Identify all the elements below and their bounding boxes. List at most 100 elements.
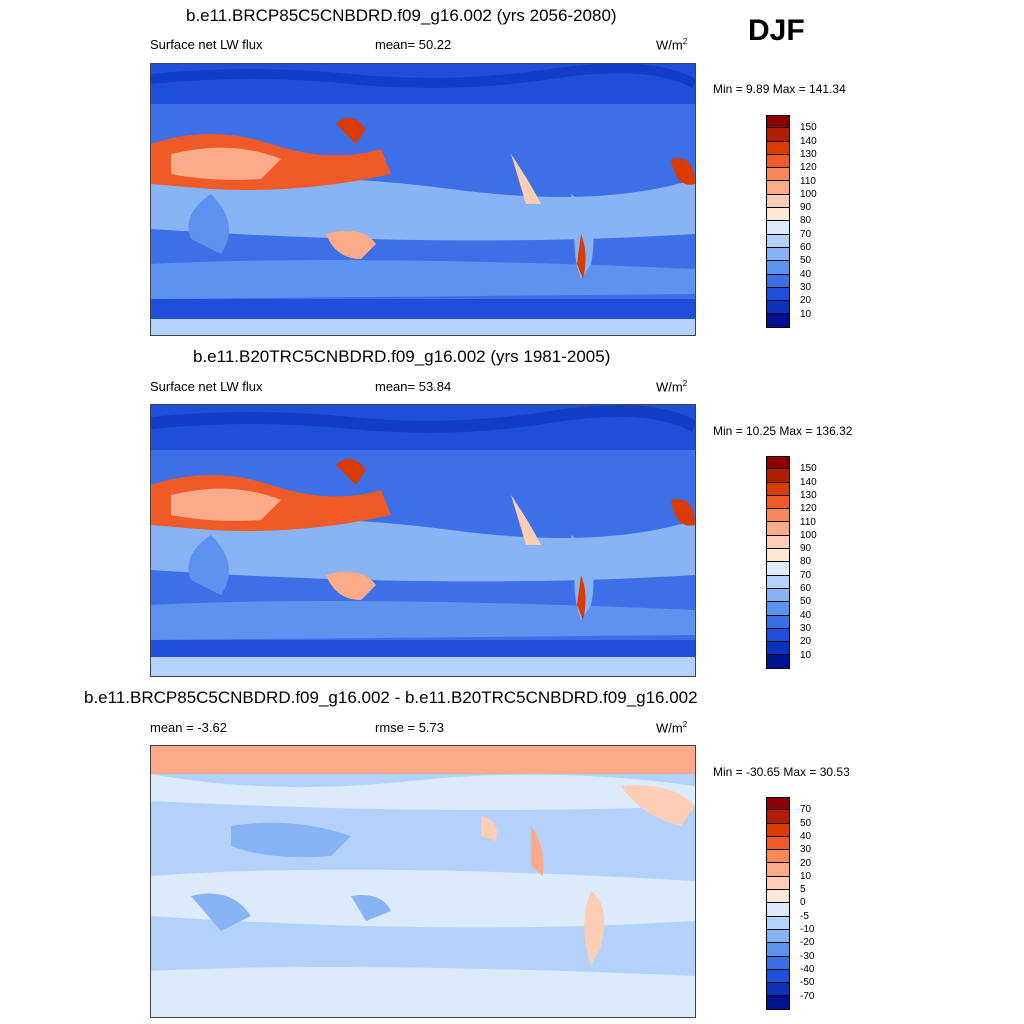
colorbar-tick-label: -30 <box>800 950 815 962</box>
panel-2-title: b.e11.B20TRC5CNBDRD.f09_g16.002 (yrs 198… <box>193 347 611 366</box>
colorbar-swatch <box>766 181 790 195</box>
panel-2-variable-label: Surface net LW flux <box>150 379 263 394</box>
colorbar-swatch <box>766 194 790 209</box>
season-label: DJF <box>748 14 805 47</box>
colorbar-swatch <box>766 261 790 275</box>
colorbar-swatch <box>766 615 790 629</box>
colorbar-tick-label: 70 <box>800 569 812 581</box>
colorbar-swatch <box>766 314 790 328</box>
colorbar-tick-label: 20 <box>800 857 812 869</box>
panel-2-units: W/m2 <box>656 379 688 395</box>
colorbar-tick-label: -50 <box>800 977 815 989</box>
colorbar-swatch <box>766 876 790 891</box>
colorbar-swatch <box>766 234 790 248</box>
colorbar-swatch <box>766 642 790 656</box>
colorbar-swatch <box>766 208 790 222</box>
colorbar-tick-label: 150 <box>800 122 817 134</box>
colorbar-swatch <box>766 890 790 904</box>
colorbar-swatch <box>766 810 790 824</box>
colorbar-swatch <box>766 903 790 917</box>
colorbar-swatch <box>766 482 790 496</box>
colorbar-swatch <box>766 850 790 864</box>
colorbar-swatch <box>766 141 790 155</box>
colorbar-tick-label: 80 <box>800 215 812 227</box>
colorbar-swatch <box>766 956 790 970</box>
colorbar-tick-label: 70 <box>800 228 812 240</box>
colorbar-tick-label: 130 <box>800 148 817 160</box>
colorbar-tick-label: 60 <box>800 583 812 594</box>
colorbar-tick-label: 20 <box>800 636 812 648</box>
colorbar-tick-label: 50 <box>800 596 812 608</box>
colorbar-tick-label: 10 <box>800 308 812 320</box>
colorbar-swatch <box>766 456 790 470</box>
colorbar-tick-label: 0 <box>800 897 806 909</box>
colorbar-tick-label: 30 <box>800 844 812 856</box>
colorbar-tick-label: -5 <box>800 910 809 922</box>
colorbar-tick-label: 5 <box>800 884 806 896</box>
colorbar-tick-label: 40 <box>800 830 812 842</box>
colorbar-tick-label: 50 <box>800 817 812 829</box>
colorbar-tick-label: 10 <box>800 870 812 882</box>
colorbar-swatch <box>766 628 790 643</box>
panel-3-mean-label: mean = -3.62 <box>150 720 227 735</box>
colorbar-swatch <box>766 983 790 997</box>
colorbar-swatch <box>766 575 790 589</box>
colorbar-tick-label: 50 <box>800 255 812 267</box>
colorbar-swatch <box>766 287 790 302</box>
colorbar-tick-label: 140 <box>800 135 817 147</box>
panel-2-colorbar <box>766 456 790 669</box>
colorbar-tick-label: 110 <box>800 175 816 187</box>
colorbar-tick-label: 60 <box>800 242 812 253</box>
colorbar-swatch <box>766 509 790 523</box>
colorbar-tick-label: 30 <box>800 281 812 293</box>
panel-3-rmse-label: rmse = 5.73 <box>375 720 445 735</box>
colorbar-swatch <box>766 154 790 169</box>
colorbar-swatch <box>766 588 790 603</box>
colorbar-tick-label: 130 <box>800 489 817 501</box>
colorbar-swatch <box>766 602 790 616</box>
panel-3-units: W/m2 <box>656 720 688 736</box>
colorbar-swatch <box>766 522 790 536</box>
panel-2-minmax: Min = 10.25 Max = 136.32 <box>713 424 853 438</box>
colorbar-tick-label: -20 <box>800 937 815 949</box>
colorbar-swatch <box>766 115 790 129</box>
colorbar-tick-label: 120 <box>800 503 817 515</box>
colorbar-swatch <box>766 797 790 811</box>
colorbar-tick-label: 40 <box>800 268 812 280</box>
colorbar-swatch <box>766 168 790 182</box>
colorbar-tick-label: 100 <box>800 188 817 200</box>
colorbar-swatch <box>766 969 790 984</box>
colorbar-tick-label: 80 <box>800 556 812 568</box>
colorbar-swatch <box>766 247 790 262</box>
panel-1-colorbar <box>766 115 790 328</box>
colorbar-tick-label: -70 <box>800 990 815 1002</box>
colorbar-swatch <box>766 495 790 510</box>
colorbar-tick-label: 150 <box>800 463 817 475</box>
colorbar-swatch <box>766 549 790 563</box>
colorbar-swatch <box>766 128 790 142</box>
colorbar-swatch <box>766 562 790 576</box>
colorbar-tick-label: 40 <box>800 609 812 621</box>
panel-3-title: b.e11.BRCP85C5CNBDRD.f09_g16.002 - b.e11… <box>84 688 698 707</box>
colorbar-swatch <box>766 836 790 851</box>
panel-3-colorbar <box>766 797 790 1010</box>
colorbar-swatch <box>766 863 790 877</box>
colorbar-tick-label: 90 <box>800 202 812 214</box>
panel-3-map <box>150 745 696 1018</box>
panel-1-units: W/m2 <box>656 37 688 53</box>
panel-1-minmax: Min = 9.89 Max = 141.34 <box>713 82 846 96</box>
panel-1-map <box>150 63 696 336</box>
colorbar-swatch <box>766 535 790 550</box>
colorbar-tick-label: 140 <box>800 476 817 488</box>
colorbar-swatch <box>766 301 790 315</box>
panel-1-variable-label: Surface net LW flux <box>150 37 263 52</box>
panel-3-minmax: Min = -30.65 Max = 30.53 <box>713 765 850 779</box>
colorbar-tick-label: 90 <box>800 543 812 555</box>
colorbar-tick-label: 10 <box>800 649 812 661</box>
panel-1-title: b.e11.BRCP85C5CNBDRD.f09_g16.002 (yrs 20… <box>186 6 617 25</box>
panel-2-mean-label: mean= 53.84 <box>375 379 452 394</box>
colorbar-swatch <box>766 274 790 288</box>
colorbar-swatch <box>766 469 790 483</box>
colorbar-tick-label: 120 <box>800 162 817 174</box>
colorbar-tick-label: 110 <box>800 516 816 528</box>
